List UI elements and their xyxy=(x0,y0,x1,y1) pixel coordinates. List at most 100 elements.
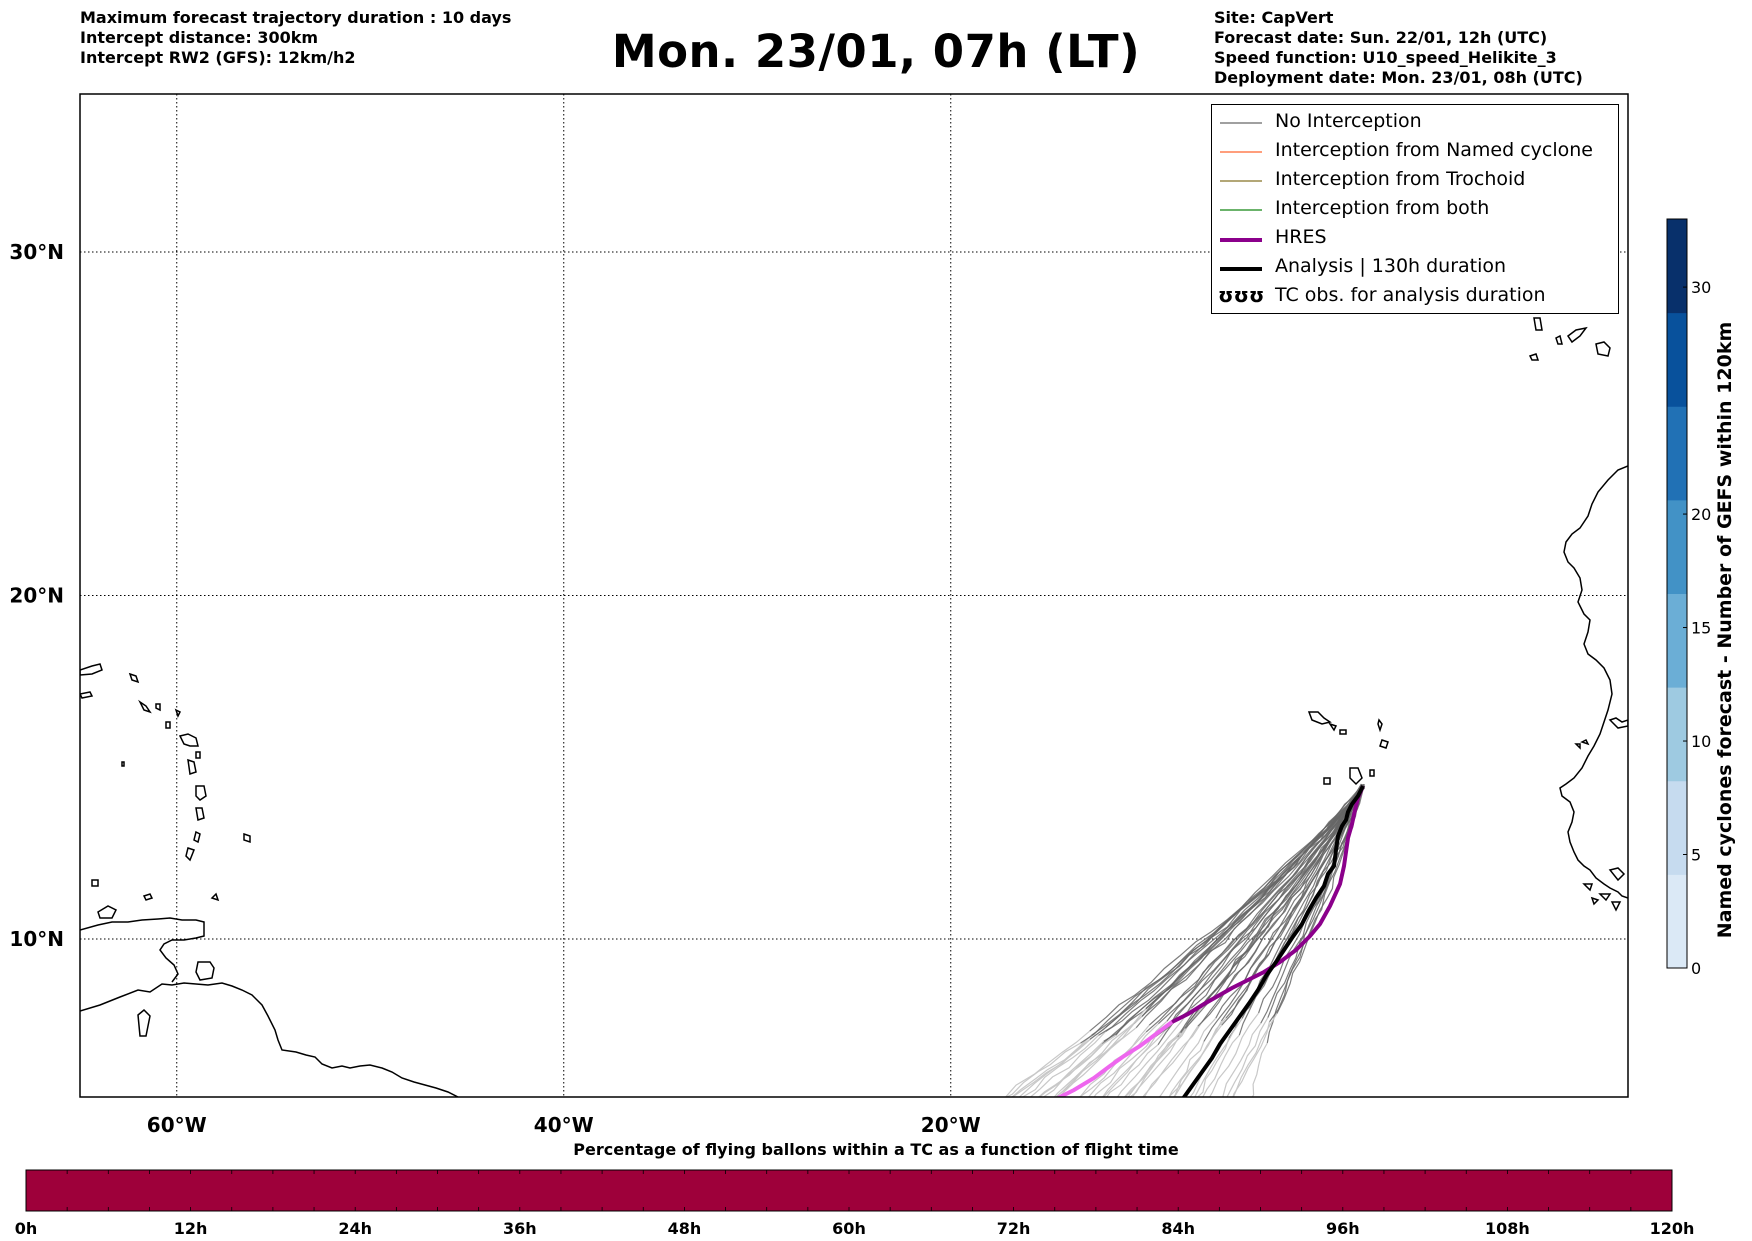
legend-label: No Interception xyxy=(1275,110,1422,132)
flight-time-tick-label: 12h xyxy=(174,1219,208,1238)
graticule xyxy=(80,94,1628,1097)
colorbar-segment xyxy=(1667,593,1687,688)
colorbar-segment xyxy=(1667,312,1687,407)
ensemble-trajectory-late xyxy=(1193,1018,1243,1097)
ensemble-trajectory xyxy=(1145,786,1363,1010)
colorbar-frame xyxy=(1666,218,1688,969)
coastline-trinidad xyxy=(195,961,215,981)
colorbar-tick-label: 15 xyxy=(1691,619,1711,638)
flight-time-tick-label: 60h xyxy=(832,1219,866,1238)
map-frame xyxy=(79,93,1629,1098)
latitude-labels: 30°N 20°N 10°N xyxy=(9,240,64,951)
ensemble-trajectory-late xyxy=(1079,1024,1150,1097)
legend-label: Interception from Trochoid xyxy=(1275,168,1526,190)
coastline-island xyxy=(185,847,195,862)
ensemble-trajectory-late xyxy=(1053,1016,1143,1097)
legend-label: Interception from Named cyclone xyxy=(1275,139,1593,161)
header-right-line: Speed function: U10_speed_Helikite_3 xyxy=(1214,48,1557,67)
coastlines xyxy=(80,317,1628,1097)
legend-swatch xyxy=(1220,267,1262,271)
ensemble-trajectory xyxy=(1148,783,1363,1026)
coastline-guadeloupe xyxy=(178,733,199,747)
flight-time-tick-label: 24h xyxy=(338,1219,372,1238)
ensemble-trajectory-late xyxy=(1005,1042,1081,1097)
flight-time-tick-label: 72h xyxy=(997,1219,1031,1238)
colorbar-segment xyxy=(1667,874,1687,969)
coastline-island xyxy=(1582,883,1594,892)
header-left-line: Maximum forecast trajectory duration : 1… xyxy=(80,8,512,27)
coastline-island xyxy=(1590,896,1600,906)
header-info-left: Maximum forecast trajectory duration : 1… xyxy=(80,8,511,68)
coastline-cape-verde xyxy=(1323,777,1331,785)
ensemble-trajectory-late xyxy=(1202,1034,1240,1097)
legend-swatch xyxy=(1220,122,1262,124)
colorbar-segment xyxy=(1667,406,1687,501)
colorbar-tick-label: 30 xyxy=(1691,278,1711,297)
colorbar-tick-label: 0 xyxy=(1691,959,1701,978)
legend-swatch xyxy=(1220,180,1262,182)
header-info-right: Site: CapVert Forecast date: Sun. 22/01,… xyxy=(1214,8,1583,88)
coastline-island xyxy=(1598,893,1612,902)
colorbar-segment xyxy=(1667,687,1687,782)
coastline-st-lucia xyxy=(195,807,205,821)
ensemble-trajectory-late xyxy=(1116,1007,1192,1097)
ensemble-trajectory-late xyxy=(1226,1017,1269,1097)
ensemble-trajectory-late xyxy=(1054,1008,1147,1097)
coastline-canary-islands xyxy=(1595,341,1611,357)
ensemble-trajectory xyxy=(1080,787,1365,1044)
coastline-island xyxy=(91,879,99,887)
colorbar-tick-label: 20 xyxy=(1691,505,1711,524)
coastline-island xyxy=(195,751,201,759)
header-right-line: Site: CapVert xyxy=(1214,8,1334,27)
flight-time-colorbar-title: Percentage of flying ballons within a TC… xyxy=(573,1140,1179,1159)
ensemble-trajectory xyxy=(1241,783,1365,1019)
ensemble-trajectory-late xyxy=(1029,1031,1107,1097)
ensemble-trajectory-late xyxy=(1221,1022,1262,1097)
latitude-label: 10°N xyxy=(9,927,64,951)
coastline-island xyxy=(1574,743,1581,750)
legend-swatch xyxy=(1220,209,1262,211)
flight-time-colorbar: 0h 12h 24h 36h 48h 60h 72h 84h 96h 108h 120h xyxy=(15,1169,1694,1238)
ensemble-trajectory xyxy=(1157,785,1362,1025)
coastline-island xyxy=(1580,738,1590,746)
ensemble-trajectory xyxy=(1258,784,1362,1014)
ensemble-trajectory-late xyxy=(1021,1034,1099,1097)
coastline-island xyxy=(1608,867,1626,882)
coastline-cape-verde xyxy=(1328,722,1338,732)
map-legend: No Interception Interception from Named … xyxy=(1211,104,1619,314)
ensemble-trajectory xyxy=(1184,786,1364,1029)
ensemble-trajectory-late xyxy=(1087,1023,1159,1097)
coastline-canary-islands xyxy=(1566,326,1588,344)
coastline-barbados xyxy=(243,832,251,844)
latitude-label: 20°N xyxy=(9,584,64,608)
longitude-labels: 60°W 40°W 20°W xyxy=(147,1113,981,1137)
colorbar-tick-label: 10 xyxy=(1691,732,1711,751)
ensemble-trajectory-late xyxy=(1131,1028,1186,1097)
ensemble-trajectory xyxy=(1115,785,1366,1036)
coastline-dominica xyxy=(187,758,197,775)
ensemble-trajectory-late xyxy=(1102,1025,1170,1097)
cyclone-count-colorbar: 0 5 10 15 20 30 xyxy=(1666,218,1711,978)
coastline-island xyxy=(121,761,125,767)
coastline-guyana xyxy=(137,1008,151,1037)
coastline-canary-islands xyxy=(1533,317,1543,331)
ensemble-trajectory xyxy=(1203,786,1363,1042)
legend-label: Analysis | 130h duration xyxy=(1275,255,1507,277)
analysis-trajectory xyxy=(1181,785,1365,1097)
coastline-island xyxy=(210,892,220,902)
flight-time-tick-label: 84h xyxy=(1161,1219,1195,1238)
coastline-canary-islands xyxy=(1555,334,1563,345)
flight-time-tick-label: 0h xyxy=(15,1219,38,1238)
longitude-label: 60°W xyxy=(147,1113,207,1137)
ensemble-trajectory-late xyxy=(1232,1021,1271,1097)
coastline-island xyxy=(1610,901,1622,912)
colorbar-segment xyxy=(1667,499,1687,594)
ensemble-trajectory-late xyxy=(1038,1040,1105,1097)
ensemble-trajectory-late xyxy=(1011,1038,1091,1097)
ensemble-trajectory-late xyxy=(1196,1037,1230,1097)
flight-time-bar xyxy=(25,1169,1673,1212)
legend-label: Interception from both xyxy=(1275,197,1490,219)
flight-time-tick-label: 48h xyxy=(668,1219,702,1238)
longitude-label: 40°W xyxy=(534,1113,594,1137)
legend-swatch xyxy=(1220,238,1262,242)
